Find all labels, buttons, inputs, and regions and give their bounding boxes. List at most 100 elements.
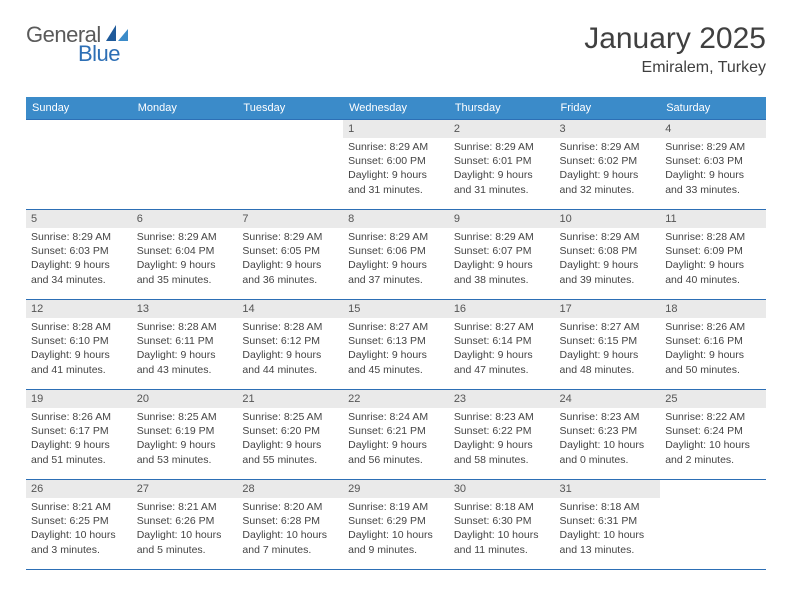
day-info: Sunrise: 8:21 AMSunset: 6:26 PMDaylight:… [132,498,238,561]
date-number: 20 [132,390,238,408]
day-info: Sunrise: 8:24 AMSunset: 6:21 PMDaylight:… [343,408,449,471]
week-row: 12Sunrise: 8:28 AMSunset: 6:10 PMDayligh… [26,300,766,390]
sunset-text: Sunset: 6:30 PM [454,514,550,528]
date-number: 2 [449,120,555,138]
sunset-text: Sunset: 6:16 PM [665,334,761,348]
sunset-text: Sunset: 6:14 PM [454,334,550,348]
day-info: Sunrise: 8:29 AMSunset: 6:02 PMDaylight:… [555,138,661,201]
day-cell: 4Sunrise: 8:29 AMSunset: 6:03 PMDaylight… [660,120,766,210]
date-number: 28 [237,480,343,498]
daylight-text: Daylight: 9 hours and 43 minutes. [137,348,233,376]
sunrise-text: Sunrise: 8:18 AM [560,500,656,514]
day-cell: 8Sunrise: 8:29 AMSunset: 6:06 PMDaylight… [343,210,449,300]
sunrise-text: Sunrise: 8:29 AM [560,230,656,244]
day-cell: 5Sunrise: 8:29 AMSunset: 6:03 PMDaylight… [26,210,132,300]
sunset-text: Sunset: 6:06 PM [348,244,444,258]
sunrise-text: Sunrise: 8:19 AM [348,500,444,514]
daylight-text: Daylight: 9 hours and 40 minutes. [665,258,761,286]
sunrise-text: Sunrise: 8:21 AM [137,500,233,514]
day-info: Sunrise: 8:26 AMSunset: 6:17 PMDaylight:… [26,408,132,471]
sunset-text: Sunset: 6:29 PM [348,514,444,528]
sunset-text: Sunset: 6:11 PM [137,334,233,348]
sunrise-text: Sunrise: 8:28 AM [31,320,127,334]
week-row: 26Sunrise: 8:21 AMSunset: 6:25 PMDayligh… [26,480,766,570]
sunrise-text: Sunrise: 8:28 AM [665,230,761,244]
day-cell [237,120,343,210]
sunset-text: Sunset: 6:15 PM [560,334,656,348]
day-info: Sunrise: 8:18 AMSunset: 6:31 PMDaylight:… [555,498,661,561]
daylight-text: Daylight: 9 hours and 34 minutes. [31,258,127,286]
day-cell: 28Sunrise: 8:20 AMSunset: 6:28 PMDayligh… [237,480,343,570]
sunrise-text: Sunrise: 8:28 AM [242,320,338,334]
date-number: 25 [660,390,766,408]
date-number: 5 [26,210,132,228]
day-cell: 9Sunrise: 8:29 AMSunset: 6:07 PMDaylight… [449,210,555,300]
sunrise-text: Sunrise: 8:29 AM [31,230,127,244]
dayheader-fri: Friday [555,97,661,120]
week-row: 5Sunrise: 8:29 AMSunset: 6:03 PMDaylight… [26,210,766,300]
day-info: Sunrise: 8:21 AMSunset: 6:25 PMDaylight:… [26,498,132,561]
sunset-text: Sunset: 6:28 PM [242,514,338,528]
sunset-text: Sunset: 6:12 PM [242,334,338,348]
day-info: Sunrise: 8:26 AMSunset: 6:16 PMDaylight:… [660,318,766,381]
day-info: Sunrise: 8:27 AMSunset: 6:15 PMDaylight:… [555,318,661,381]
sunrise-text: Sunrise: 8:23 AM [454,410,550,424]
daylight-text: Daylight: 9 hours and 44 minutes. [242,348,338,376]
sunset-text: Sunset: 6:31 PM [560,514,656,528]
date-number: 24 [555,390,661,408]
sunrise-text: Sunrise: 8:28 AM [137,320,233,334]
day-cell: 15Sunrise: 8:27 AMSunset: 6:13 PMDayligh… [343,300,449,390]
page: General January 2025 Emiralem, Turkey Bl… [0,0,792,570]
day-info: Sunrise: 8:28 AMSunset: 6:10 PMDaylight:… [26,318,132,381]
date-number: 6 [132,210,238,228]
sunrise-text: Sunrise: 8:29 AM [137,230,233,244]
daylight-text: Daylight: 9 hours and 39 minutes. [560,258,656,286]
day-info: Sunrise: 8:25 AMSunset: 6:19 PMDaylight:… [132,408,238,471]
sunset-text: Sunset: 6:21 PM [348,424,444,438]
date-number: 4 [660,120,766,138]
date-number: 13 [132,300,238,318]
month-title: January 2025 [584,22,766,55]
day-cell: 17Sunrise: 8:27 AMSunset: 6:15 PMDayligh… [555,300,661,390]
date-number: 11 [660,210,766,228]
day-info: Sunrise: 8:22 AMSunset: 6:24 PMDaylight:… [660,408,766,471]
sunset-text: Sunset: 6:07 PM [454,244,550,258]
dayheader-sun: Sunday [26,97,132,120]
sunrise-text: Sunrise: 8:21 AM [31,500,127,514]
day-cell: 10Sunrise: 8:29 AMSunset: 6:08 PMDayligh… [555,210,661,300]
sunrise-text: Sunrise: 8:26 AM [665,320,761,334]
date-number: 26 [26,480,132,498]
day-info: Sunrise: 8:27 AMSunset: 6:13 PMDaylight:… [343,318,449,381]
title-block: January 2025 Emiralem, Turkey [584,22,766,77]
sunset-text: Sunset: 6:09 PM [665,244,761,258]
date-number: 15 [343,300,449,318]
day-cell: 26Sunrise: 8:21 AMSunset: 6:25 PMDayligh… [26,480,132,570]
daylight-text: Daylight: 10 hours and 13 minutes. [560,528,656,556]
day-info: Sunrise: 8:29 AMSunset: 6:08 PMDaylight:… [555,228,661,291]
sunrise-text: Sunrise: 8:26 AM [31,410,127,424]
date-number: 14 [237,300,343,318]
dayheader-tue: Tuesday [237,97,343,120]
week-row: 1Sunrise: 8:29 AMSunset: 6:00 PMDaylight… [26,120,766,210]
daylight-text: Daylight: 9 hours and 31 minutes. [454,168,550,196]
day-cell: 1Sunrise: 8:29 AMSunset: 6:00 PMDaylight… [343,120,449,210]
sunset-text: Sunset: 6:23 PM [560,424,656,438]
day-cell: 25Sunrise: 8:22 AMSunset: 6:24 PMDayligh… [660,390,766,480]
sunrise-text: Sunrise: 8:29 AM [560,140,656,154]
dayheader-sat: Saturday [660,97,766,120]
daylight-text: Daylight: 10 hours and 3 minutes. [31,528,127,556]
day-cell: 3Sunrise: 8:29 AMSunset: 6:02 PMDaylight… [555,120,661,210]
sunrise-text: Sunrise: 8:25 AM [137,410,233,424]
date-number: 31 [555,480,661,498]
daylight-text: Daylight: 9 hours and 58 minutes. [454,438,550,466]
dayheader-thu: Thursday [449,97,555,120]
sunset-text: Sunset: 6:19 PM [137,424,233,438]
day-cell: 23Sunrise: 8:23 AMSunset: 6:22 PMDayligh… [449,390,555,480]
daylight-text: Daylight: 10 hours and 9 minutes. [348,528,444,556]
day-cell: 16Sunrise: 8:27 AMSunset: 6:14 PMDayligh… [449,300,555,390]
day-info: Sunrise: 8:27 AMSunset: 6:14 PMDaylight:… [449,318,555,381]
week-row: 19Sunrise: 8:26 AMSunset: 6:17 PMDayligh… [26,390,766,480]
daylight-text: Daylight: 9 hours and 51 minutes. [31,438,127,466]
date-number: 27 [132,480,238,498]
daylight-text: Daylight: 9 hours and 50 minutes. [665,348,761,376]
